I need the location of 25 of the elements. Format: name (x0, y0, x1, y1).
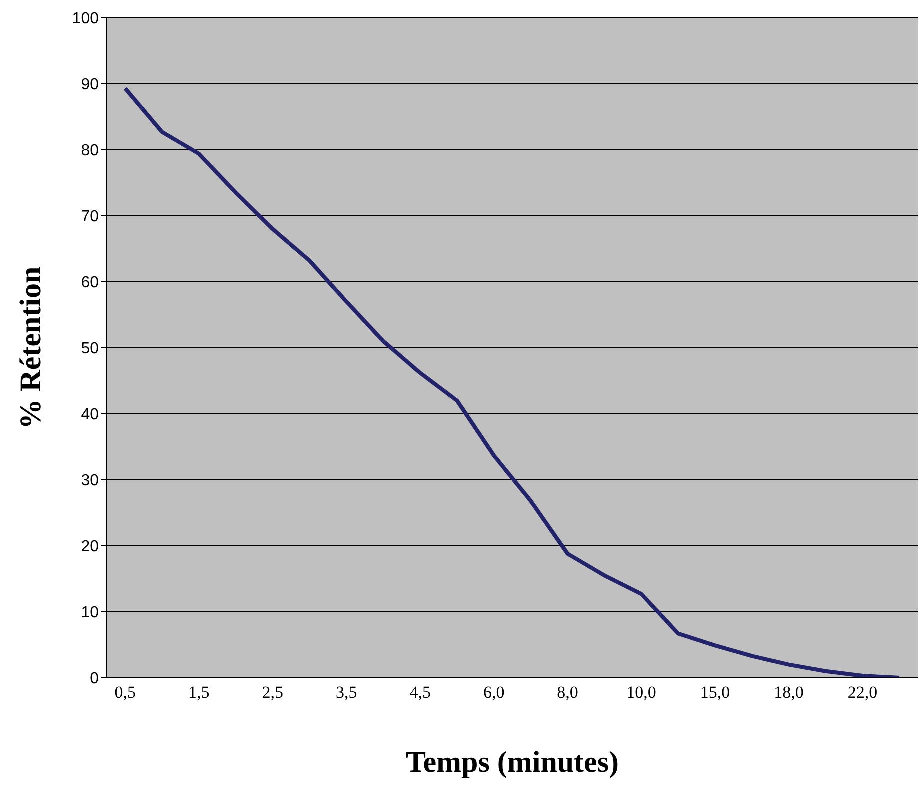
x-axis-title: Temps (minutes) (406, 746, 620, 779)
x-tick-label: 1,5 (188, 683, 210, 702)
y-axis-title: % Rétention (14, 266, 48, 430)
y-tick-label: 80 (81, 142, 100, 160)
y-tick-label: 90 (81, 76, 100, 94)
y-tick-label: 40 (81, 406, 100, 424)
x-tick-label: 6,0 (483, 683, 505, 702)
x-tick-label: 10,0 (626, 683, 656, 702)
x-tick-label: 18,0 (774, 683, 804, 702)
x-tick-label: 8,0 (557, 683, 578, 702)
y-tick-label: 20 (81, 538, 100, 556)
x-tick-label: 3,5 (336, 683, 358, 702)
x-tick-label: 2,5 (262, 683, 284, 702)
y-tick-label: 10 (81, 604, 100, 622)
line-series (123, 86, 902, 678)
y-tick-label: 30 (81, 472, 100, 490)
y-tick-label: 70 (81, 208, 100, 226)
x-tick-label: 15,0 (700, 683, 730, 702)
y-tick-label: 50 (81, 340, 100, 358)
y-tick-label: 60 (81, 274, 100, 292)
y-tick-label: 0 (90, 670, 100, 688)
x-tick-label: 4,5 (410, 683, 431, 702)
y-tick-label: 100 (72, 10, 100, 28)
x-tick-label: 22,0 (848, 683, 878, 702)
x-tick-label: 0,5 (114, 683, 136, 702)
